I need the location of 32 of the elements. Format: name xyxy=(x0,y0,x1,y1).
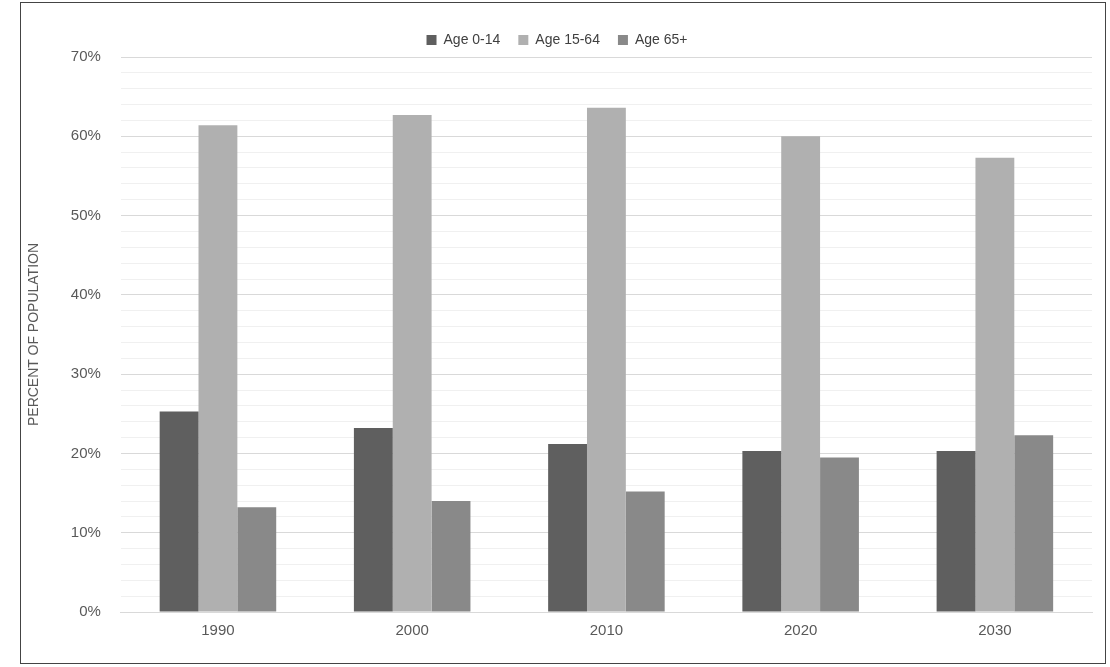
legend-label: Age 0-14 xyxy=(443,30,501,47)
legend-label: Age 65+ xyxy=(634,30,688,47)
y-tick-label: 30% xyxy=(70,364,101,382)
bar xyxy=(820,457,859,612)
x-tick-label: 2010 xyxy=(589,621,624,639)
bar xyxy=(625,491,665,612)
bar xyxy=(781,136,821,612)
x-tick-label: 2020 xyxy=(783,621,818,639)
y-tick-label: 60% xyxy=(70,126,101,144)
legend-label: Age 15-64 xyxy=(535,30,601,47)
y-tick-label: 0% xyxy=(79,602,101,620)
bar xyxy=(936,451,976,612)
y-tick-label: 10% xyxy=(70,522,101,540)
y-tick-label: 50% xyxy=(70,205,101,223)
y-axis-title: PERCENT OF POPULATION xyxy=(25,242,42,427)
bar xyxy=(198,125,238,612)
bar xyxy=(392,114,432,612)
bar xyxy=(353,428,393,612)
bar xyxy=(159,411,199,612)
bar xyxy=(548,443,587,612)
bar xyxy=(742,451,782,612)
bar xyxy=(586,107,626,612)
x-tick-label: 1990 xyxy=(201,621,235,639)
bar xyxy=(431,501,471,612)
y-tick-label: 70% xyxy=(70,47,101,65)
bar xyxy=(975,157,1015,612)
bar xyxy=(237,507,277,612)
x-tick-label: 2000 xyxy=(395,621,429,639)
bar xyxy=(1014,435,1054,612)
y-tick-label: 20% xyxy=(70,443,101,461)
y-tick-label: 40% xyxy=(70,285,101,302)
x-tick-label: 2030 xyxy=(978,621,1012,639)
